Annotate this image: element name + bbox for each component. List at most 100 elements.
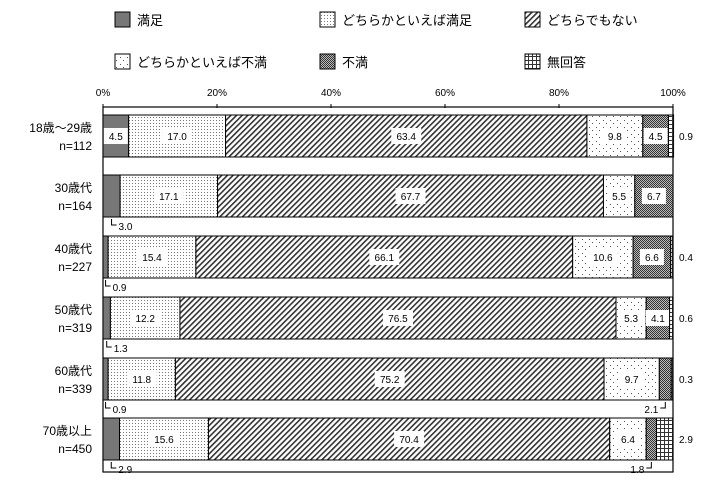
data-label-bg (645, 310, 670, 326)
data-label: 63.4 (397, 132, 417, 143)
bar-segment (102, 235, 109, 279)
category-n: n=227 (58, 260, 92, 274)
plot-frame (102, 106, 674, 473)
data-label-bg (602, 128, 627, 144)
legend-swatch (524, 53, 541, 70)
legend-label: 満足 (137, 13, 163, 28)
legend-swatch (524, 11, 541, 28)
data-label: 6.4 (621, 435, 635, 446)
data-label: 17.1 (159, 192, 179, 203)
data-label-bg (643, 128, 668, 144)
category-label: 60歳代 (55, 364, 92, 378)
data-label: 6.7 (647, 192, 661, 203)
category-label: 18歳～29歳 (29, 121, 92, 135)
data-label: 10.6 (593, 253, 613, 264)
bar-segment (195, 235, 574, 279)
category-label: 50歳代 (55, 303, 92, 317)
x-tick-label: 0% (96, 88, 111, 99)
bar-segment (658, 357, 672, 401)
data-label: 75.2 (380, 375, 400, 386)
x-tick-label: 20% (207, 88, 227, 99)
data-label: 2.1 (644, 405, 658, 416)
data-label-bg (369, 249, 400, 265)
data-label: 4.5 (109, 132, 123, 143)
leader-line (660, 402, 666, 409)
category-n: n=112 (59, 139, 92, 153)
data-label-bg (641, 188, 666, 204)
bar-segment (670, 357, 674, 401)
leader-line (646, 462, 652, 469)
category-n: n=319 (58, 321, 92, 335)
legend-label: どちらかといえば不満 (137, 55, 267, 70)
data-label-bg (103, 128, 128, 144)
data-label: 9.8 (608, 132, 622, 143)
bar-segment (102, 174, 121, 218)
data-label: 1.3 (114, 344, 128, 355)
leader-line (111, 219, 117, 226)
x-tick-label: 100% (660, 88, 686, 99)
legend-label: 無回答 (547, 55, 586, 70)
legend-label: どちらかといえば満足 (342, 13, 472, 28)
data-label-bg (137, 249, 168, 265)
bar-segment (655, 417, 674, 461)
data-label: 9.7 (625, 375, 639, 386)
data-label: 4.1 (651, 314, 665, 325)
bar-segment (102, 357, 109, 401)
data-label: 17.0 (167, 132, 187, 143)
bar-segment (102, 417, 121, 461)
data-label: 1.8 (630, 465, 644, 476)
bar-segment (669, 296, 674, 340)
data-label: 6.6 (645, 253, 659, 264)
category-label: 30歳代 (55, 181, 92, 195)
bar-segment (609, 417, 647, 461)
data-label: 67.7 (401, 192, 421, 203)
data-label: 2.9 (118, 465, 132, 476)
data-label-bg (162, 128, 193, 144)
category-n: n=164 (58, 199, 92, 213)
data-label: 3.0 (119, 222, 133, 233)
bar-segment (102, 296, 111, 340)
data-label-bg (148, 431, 179, 447)
data-label: 4.5 (649, 132, 663, 143)
data-label: 70.4 (399, 435, 419, 446)
data-label: 0.6 (679, 314, 693, 325)
data-label-bg (639, 249, 664, 265)
data-label: 0.9 (679, 132, 693, 143)
data-label: 5.5 (612, 192, 626, 203)
category-label: 70歳以上 (43, 424, 92, 438)
legend-label: どちらでもない (547, 13, 638, 28)
data-label: 0.9 (113, 405, 127, 416)
leader-line (110, 462, 117, 469)
data-label: 11.8 (132, 375, 151, 386)
data-label: 15.4 (142, 253, 162, 264)
data-label: 5.3 (624, 314, 638, 325)
x-tick-label: 40% (321, 88, 341, 99)
legend-swatch (114, 53, 131, 70)
legend-swatch (319, 11, 336, 28)
data-label-bg (619, 371, 644, 387)
data-label-bg (394, 431, 425, 447)
category-n: n=339 (58, 382, 92, 396)
legend-swatch (114, 11, 131, 28)
bar-segment (670, 235, 674, 279)
x-tick-label: 60% (435, 88, 455, 99)
data-label: 76.5 (388, 314, 408, 325)
legend-label: 不満 (342, 55, 368, 70)
bar-segment (667, 114, 675, 158)
leader-line (105, 280, 111, 287)
data-label-bg (615, 431, 640, 447)
data-label-bg (607, 188, 632, 204)
data-label-bg (395, 188, 426, 204)
data-label: 0.3 (679, 375, 693, 386)
data-label-bg (587, 249, 618, 265)
data-label: 0.9 (113, 283, 127, 294)
legend-swatch (319, 53, 336, 70)
leader-line (105, 402, 111, 409)
leader-line (106, 341, 112, 348)
category-n: n=450 (58, 442, 92, 456)
data-label-bg (619, 310, 644, 326)
data-label: 66.1 (375, 253, 395, 264)
data-label-bg (382, 310, 413, 326)
data-label: 15.6 (154, 435, 174, 446)
